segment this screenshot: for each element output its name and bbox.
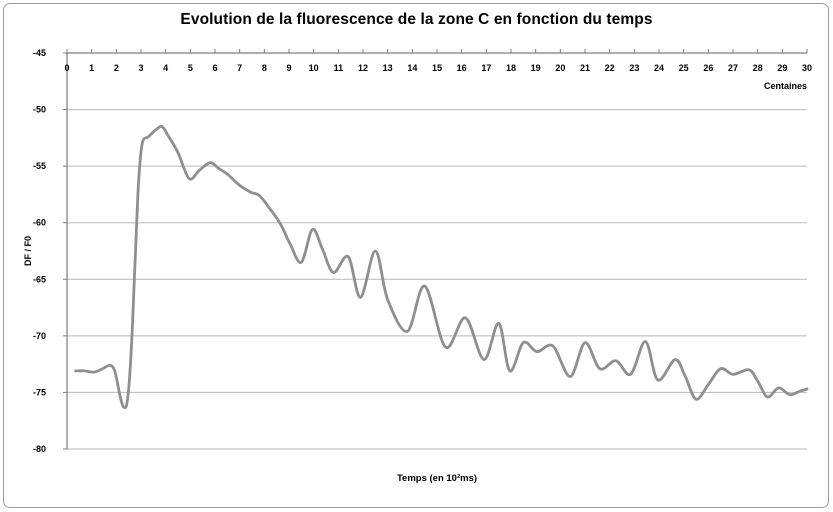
y-tick-label: -55: [33, 161, 46, 171]
y-tick-label: -75: [33, 387, 46, 397]
x-tick-label: 29: [777, 63, 787, 73]
x-tick-label: 7: [237, 63, 242, 73]
x-tick-label: 24: [654, 63, 664, 73]
x-tick-label: 11: [334, 63, 344, 73]
fluorescence-line: [74, 124, 809, 410]
y-tick-label: -80: [33, 444, 46, 454]
x-tick-label: 1: [89, 63, 94, 73]
x-tick-label: 0: [64, 63, 69, 73]
x-tick-label: 3: [138, 63, 143, 73]
x-tick-label: 28: [753, 63, 763, 73]
x-tick-label: 16: [457, 63, 467, 73]
x-tick-label: 19: [531, 63, 541, 73]
x-axis-unit-label: Centaines: [763, 81, 807, 91]
y-tick-label: -50: [33, 105, 46, 115]
y-tick-label: -45: [33, 48, 46, 58]
x-tick-label: 21: [580, 63, 590, 73]
x-tick-label: 15: [432, 63, 442, 73]
x-tick-label: 10: [309, 63, 319, 73]
x-tick-label: 30: [802, 63, 812, 73]
x-tick-label: 22: [605, 63, 615, 73]
x-tick-label: 12: [358, 63, 368, 73]
x-tick-label: 18: [506, 63, 516, 73]
x-tick-label: 4: [163, 63, 168, 73]
y-tick-label: -70: [33, 331, 46, 341]
chart-title: Evolution de la fluorescence de la zone …: [180, 11, 653, 28]
x-tick-label: 6: [212, 63, 217, 73]
y-axis-title: DF / F0: [23, 235, 33, 267]
x-tick-label: 2: [114, 63, 119, 73]
x-tick-label: 9: [286, 63, 291, 73]
x-axis-title: Temps (en 10²ms): [396, 473, 478, 484]
y-tick-label: -60: [33, 218, 46, 228]
x-tick-label: 13: [383, 63, 393, 73]
x-tick-label: 5: [188, 63, 193, 73]
x-tick-label: 27: [728, 63, 738, 73]
x-tick-label: 26: [703, 63, 713, 73]
y-tick-label: -65: [33, 274, 46, 284]
x-tick-label: 25: [679, 63, 689, 73]
x-tick-label: 17: [481, 63, 491, 73]
x-tick-label: 23: [629, 63, 639, 73]
x-tick-label: 8: [262, 63, 267, 73]
x-tick-label: 14: [407, 63, 417, 73]
x-tick-label: 20: [555, 63, 565, 73]
